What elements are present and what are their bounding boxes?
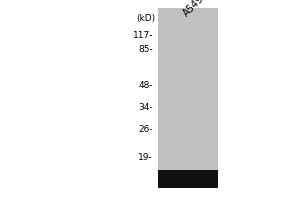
Text: (kD): (kD) <box>136 14 155 22</box>
Text: A549: A549 <box>181 0 206 18</box>
Text: 26-: 26- <box>138 126 153 134</box>
Text: 19-: 19- <box>138 154 153 162</box>
Text: 117-: 117- <box>133 30 153 40</box>
Bar <box>158 170 218 188</box>
Text: 85-: 85- <box>138 46 153 54</box>
Text: 34-: 34- <box>138 104 153 112</box>
Bar <box>158 8 218 188</box>
Text: 48-: 48- <box>138 80 153 90</box>
